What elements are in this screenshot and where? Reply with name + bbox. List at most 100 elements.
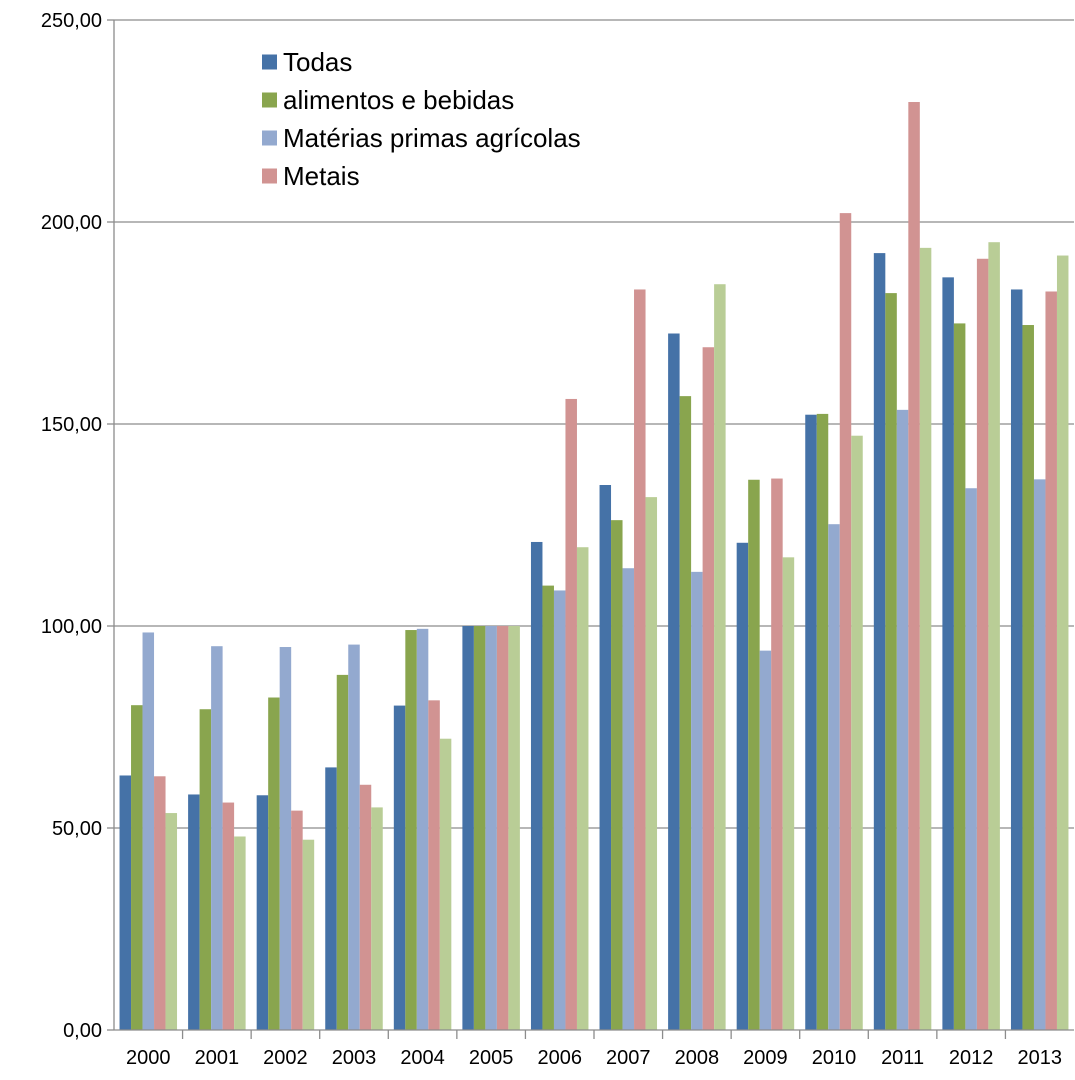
bars bbox=[119, 102, 1069, 1031]
bar bbox=[634, 289, 646, 1030]
y-tick-label: 50,00 bbox=[52, 818, 102, 840]
bar bbox=[988, 242, 1000, 1030]
bar bbox=[965, 488, 977, 1031]
bar bbox=[828, 524, 840, 1030]
bar bbox=[268, 697, 280, 1030]
x-tick-label: 2013 bbox=[1017, 1047, 1062, 1069]
bar bbox=[371, 807, 383, 1030]
bar bbox=[462, 626, 474, 1030]
bar bbox=[439, 738, 452, 1030]
bar bbox=[679, 396, 692, 1030]
bar bbox=[142, 632, 155, 1030]
bar bbox=[336, 674, 349, 1030]
bar bbox=[165, 813, 178, 1030]
bar bbox=[1010, 289, 1023, 1030]
bar bbox=[188, 794, 200, 1030]
legend-label: Todas bbox=[283, 47, 352, 77]
bar bbox=[1022, 325, 1034, 1030]
bar bbox=[565, 398, 577, 1030]
y-tick-label: 250,00 bbox=[41, 10, 102, 32]
legend-swatch bbox=[262, 54, 277, 70]
bar bbox=[1033, 479, 1046, 1030]
x-tick-label: 2005 bbox=[469, 1047, 514, 1069]
bar bbox=[485, 626, 497, 1030]
bar bbox=[759, 650, 772, 1030]
bar bbox=[782, 557, 795, 1030]
bar bbox=[976, 258, 989, 1030]
bar bbox=[508, 626, 520, 1030]
y-tick-label: 100,00 bbox=[41, 616, 102, 638]
bar bbox=[885, 293, 897, 1030]
bar bbox=[211, 646, 223, 1030]
bar bbox=[748, 479, 760, 1030]
bar bbox=[702, 347, 715, 1030]
bar bbox=[496, 626, 509, 1030]
legend-swatch bbox=[262, 168, 277, 184]
y-tick-label: 200,00 bbox=[41, 212, 102, 234]
x-tick-label: 2004 bbox=[400, 1047, 445, 1069]
bar bbox=[131, 705, 143, 1030]
bar bbox=[816, 413, 829, 1030]
legend-swatch bbox=[262, 92, 277, 108]
bar bbox=[645, 497, 658, 1030]
bar bbox=[325, 767, 337, 1030]
bar bbox=[714, 284, 726, 1030]
x-tick-label: 2009 bbox=[743, 1047, 788, 1069]
bar bbox=[611, 520, 623, 1030]
bar bbox=[256, 795, 269, 1030]
legend-swatch bbox=[262, 130, 277, 146]
bar bbox=[405, 630, 417, 1030]
bar bbox=[908, 102, 920, 1030]
bar bbox=[805, 414, 817, 1030]
legend-label: Matérias primas agrícolas bbox=[283, 123, 581, 153]
x-tick-label: 2003 bbox=[332, 1047, 377, 1069]
bar bbox=[873, 253, 886, 1030]
x-tick-label: 2006 bbox=[537, 1047, 582, 1069]
x-tick-label: 2002 bbox=[263, 1047, 308, 1069]
bar bbox=[919, 247, 932, 1030]
bar bbox=[542, 585, 554, 1030]
bar bbox=[1056, 255, 1069, 1031]
bar bbox=[553, 590, 566, 1030]
bar bbox=[291, 810, 303, 1030]
legend: Todas alimentos e bebidas Matérias primas … bbox=[262, 47, 581, 191]
bar bbox=[279, 647, 292, 1030]
bar bbox=[530, 541, 543, 1030]
bar bbox=[428, 700, 440, 1030]
x-tick-label: 2012 bbox=[949, 1047, 994, 1069]
bar bbox=[599, 485, 612, 1030]
y-tick-label: 150,00 bbox=[41, 414, 102, 436]
bar bbox=[119, 775, 132, 1030]
bar bbox=[576, 547, 589, 1030]
bar bbox=[348, 644, 360, 1030]
bar bbox=[622, 568, 635, 1030]
bar bbox=[851, 435, 863, 1030]
x-tick-label: 2001 bbox=[195, 1047, 240, 1069]
legend-label: alimentos e bebidas bbox=[283, 85, 514, 115]
bar bbox=[199, 709, 212, 1030]
bar bbox=[771, 478, 783, 1030]
bar bbox=[154, 776, 166, 1030]
bar bbox=[953, 323, 966, 1030]
bar bbox=[736, 542, 749, 1030]
bar bbox=[942, 277, 954, 1030]
legend-label: Metais bbox=[283, 161, 360, 191]
x-tick-label: 2011 bbox=[881, 1047, 924, 1069]
bar bbox=[359, 784, 372, 1030]
bar bbox=[222, 802, 235, 1030]
x-tick-label: 2010 bbox=[812, 1047, 857, 1069]
bar bbox=[896, 409, 909, 1030]
y-tick-label: 0,00 bbox=[63, 1020, 102, 1042]
bar bbox=[234, 836, 246, 1030]
bar bbox=[416, 628, 429, 1030]
axes: 0,00 50,00 100,00 150,00 200,00 250,00 2000 200… bbox=[41, 10, 1074, 1069]
bar bbox=[473, 626, 486, 1030]
bar bbox=[1045, 291, 1057, 1030]
x-tick-label: 2000 bbox=[126, 1047, 171, 1069]
bar bbox=[839, 213, 852, 1030]
bar bbox=[668, 333, 680, 1030]
x-tick-label: 2008 bbox=[675, 1047, 720, 1069]
bar bbox=[393, 705, 406, 1030]
